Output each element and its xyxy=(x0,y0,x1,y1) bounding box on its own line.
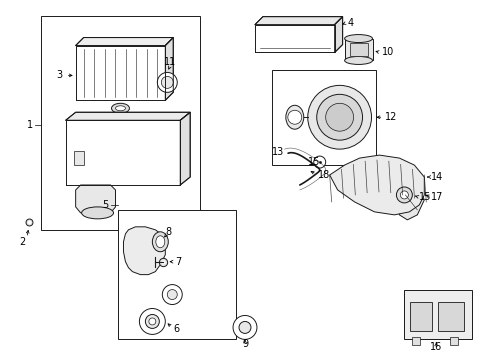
Bar xyxy=(409,302,431,332)
Polygon shape xyxy=(180,112,190,185)
Bar xyxy=(437,302,463,332)
Polygon shape xyxy=(65,112,190,120)
Bar xyxy=(74,151,83,165)
Text: 2: 2 xyxy=(20,237,26,247)
Text: 10: 10 xyxy=(381,48,393,58)
Ellipse shape xyxy=(111,103,129,113)
Polygon shape xyxy=(76,185,115,213)
Text: 7: 7 xyxy=(175,257,181,267)
Circle shape xyxy=(161,76,173,88)
Circle shape xyxy=(239,321,250,333)
Circle shape xyxy=(307,85,371,149)
Circle shape xyxy=(396,187,411,203)
Text: 15: 15 xyxy=(307,157,320,167)
Text: 3: 3 xyxy=(57,71,62,80)
Text: 5: 5 xyxy=(102,200,108,210)
Circle shape xyxy=(148,318,156,325)
Text: 16: 16 xyxy=(429,342,442,352)
Ellipse shape xyxy=(115,106,125,111)
Ellipse shape xyxy=(81,207,113,219)
Circle shape xyxy=(313,156,325,168)
Text: 13: 13 xyxy=(271,147,284,157)
Text: 6: 6 xyxy=(173,324,179,334)
Ellipse shape xyxy=(152,232,168,252)
Bar xyxy=(449,337,457,345)
Text: 17: 17 xyxy=(430,192,443,202)
Polygon shape xyxy=(165,37,173,100)
Bar xyxy=(118,210,236,339)
Circle shape xyxy=(157,72,177,92)
Text: 9: 9 xyxy=(242,339,247,349)
Text: 1: 1 xyxy=(27,120,33,130)
Text: 4: 4 xyxy=(347,18,353,28)
Ellipse shape xyxy=(344,57,372,64)
Circle shape xyxy=(167,289,177,300)
Bar xyxy=(404,289,471,339)
Polygon shape xyxy=(123,227,165,275)
Bar xyxy=(344,39,372,60)
Ellipse shape xyxy=(285,105,303,129)
Text: 11: 11 xyxy=(164,58,176,67)
Ellipse shape xyxy=(156,236,164,248)
Polygon shape xyxy=(254,17,342,24)
Circle shape xyxy=(400,191,407,199)
Text: 8: 8 xyxy=(165,227,171,237)
Polygon shape xyxy=(329,155,424,215)
Text: 14: 14 xyxy=(430,172,443,182)
Polygon shape xyxy=(76,37,173,45)
Circle shape xyxy=(233,315,256,339)
Circle shape xyxy=(316,94,362,140)
Text: 18: 18 xyxy=(317,170,329,180)
Bar xyxy=(411,337,420,345)
Bar xyxy=(41,15,200,230)
Bar xyxy=(271,71,376,165)
Circle shape xyxy=(325,103,353,131)
Polygon shape xyxy=(399,185,424,220)
Text: 15: 15 xyxy=(419,192,431,202)
Bar xyxy=(349,42,367,57)
Polygon shape xyxy=(334,17,342,53)
Circle shape xyxy=(162,285,182,305)
Text: 12: 12 xyxy=(384,112,396,122)
Circle shape xyxy=(139,309,165,334)
Circle shape xyxy=(145,315,159,328)
Ellipse shape xyxy=(344,35,372,42)
Circle shape xyxy=(287,110,301,124)
